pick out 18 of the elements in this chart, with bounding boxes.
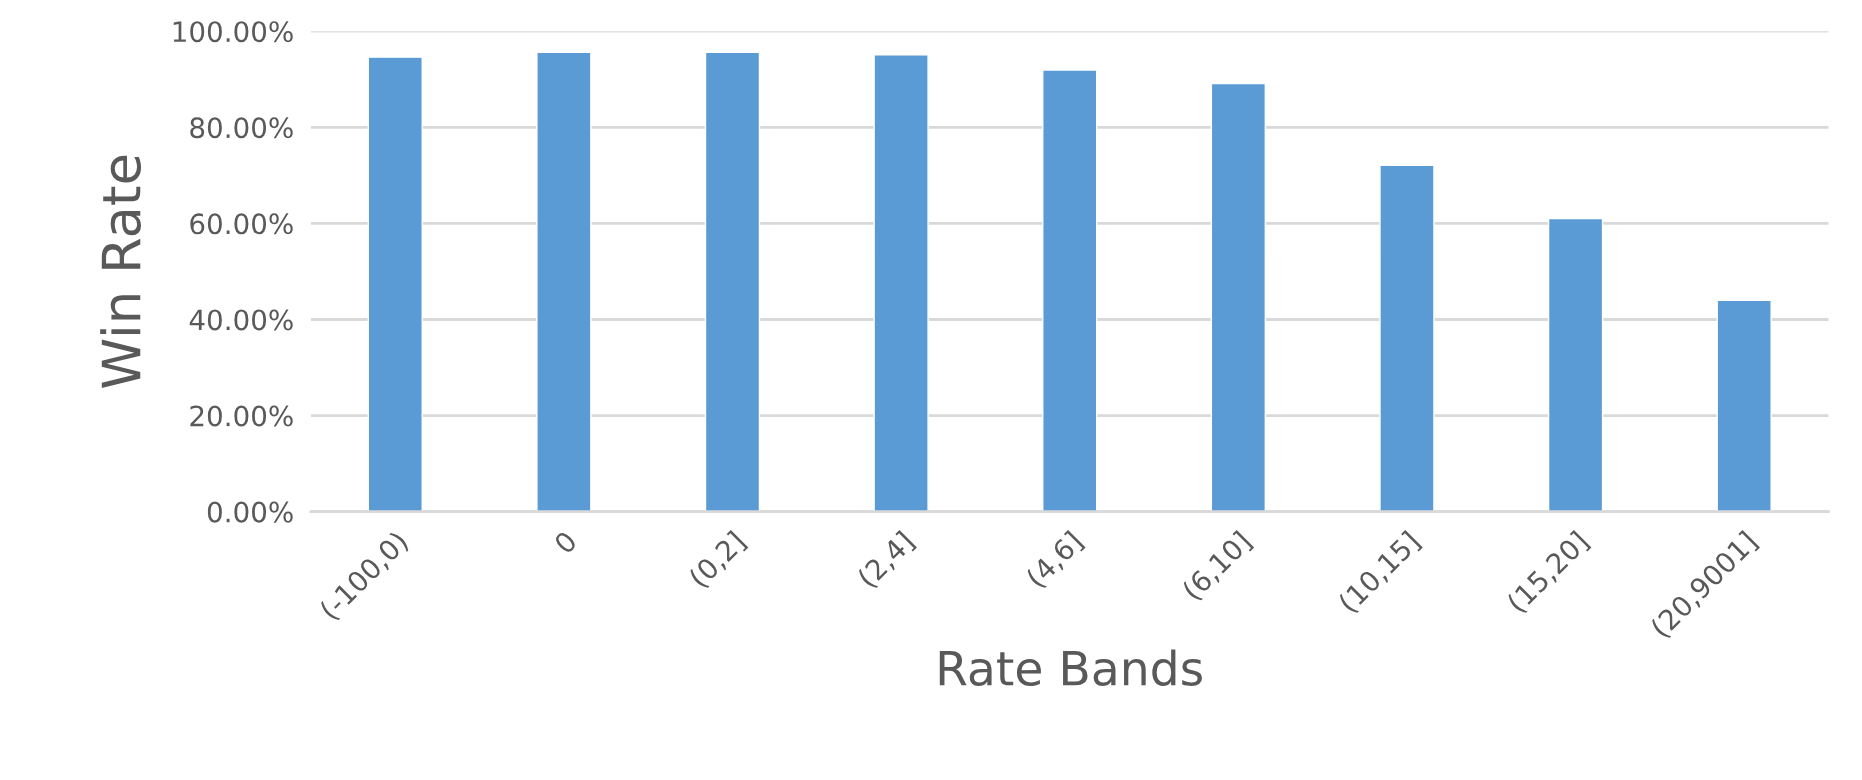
bar <box>1042 69 1098 512</box>
bar <box>536 51 592 512</box>
bar <box>704 51 761 512</box>
x-tick-label: 0 <box>553 530 578 555</box>
y-tick-label: 80.00% <box>190 117 293 139</box>
y-tick-label: 60.00% <box>190 213 293 235</box>
bar <box>1716 299 1772 512</box>
bar <box>1210 82 1267 512</box>
bar <box>1379 164 1435 512</box>
y-tick-label: 20.00% <box>190 405 293 427</box>
y-tick-label: 100.00% <box>173 21 293 43</box>
y-tick-label: 0.00% <box>207 501 293 523</box>
y-tick-label: 40.00% <box>189 309 293 331</box>
bar <box>367 56 423 512</box>
bar <box>873 54 929 512</box>
bar <box>1547 217 1604 512</box>
x-axis-title: Rate Bands <box>939 649 1202 687</box>
y-axis-title: Win Rate <box>100 155 142 389</box>
